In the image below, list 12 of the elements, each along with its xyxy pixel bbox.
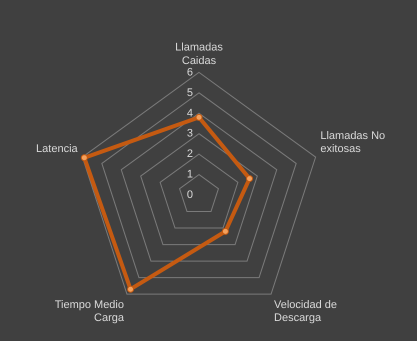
y-tick-label: 3 (186, 128, 193, 140)
y-tick-label: 1 (186, 168, 193, 181)
spoke-label: Llamadas Caidas (175, 42, 224, 67)
spoke-label: Tiempo Medio Carga (54, 298, 125, 324)
y-tick-label: 6 (186, 66, 193, 78)
y-tick-label: 4 (186, 107, 193, 120)
y-tick-label: 0 (186, 189, 193, 202)
spoke-label: Llamadas No exitosas (320, 130, 386, 155)
y-tick-label: 2 (186, 148, 193, 160)
spoke-label: Latencia (36, 143, 79, 155)
spoke-label: Velocidad de Descarga (274, 298, 337, 324)
y-tick-label: 5 (186, 86, 193, 99)
